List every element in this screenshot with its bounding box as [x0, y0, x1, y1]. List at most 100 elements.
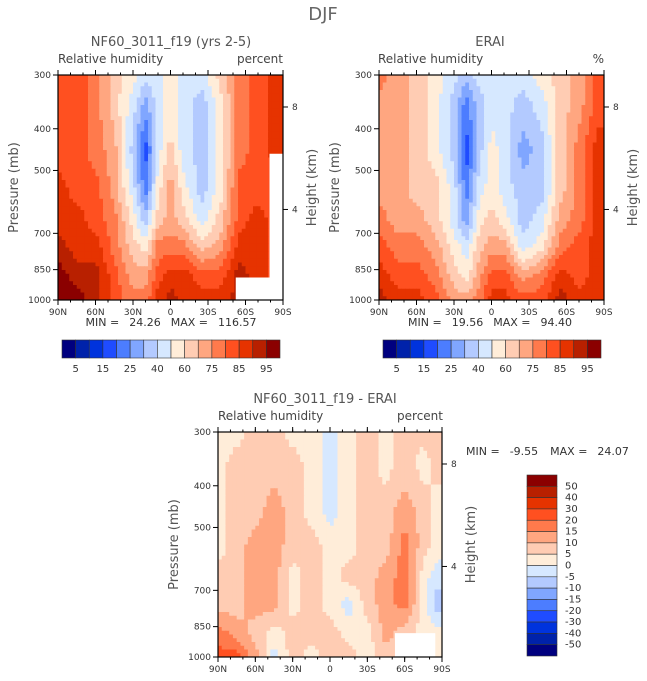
contour-cell: [181, 191, 187, 196]
contour-cell: [260, 161, 265, 166]
contour-cell: [253, 131, 258, 136]
contour-cell: [170, 281, 175, 286]
contour-cell: [200, 266, 205, 271]
contour-cell: [133, 97, 138, 102]
contour-cell: [65, 138, 70, 144]
contour-cell: [506, 123, 511, 129]
contour-cell: [271, 146, 277, 151]
contour-cell: [555, 78, 560, 84]
contour-cell: [416, 86, 421, 91]
contour-cell: [178, 157, 183, 162]
contour-cell: [409, 82, 414, 87]
contour-cell: [189, 187, 194, 192]
contour-cell: [238, 131, 243, 136]
contour-cell: [159, 210, 164, 215]
contour-cell: [596, 93, 601, 99]
contour-cell: [469, 123, 474, 129]
contour-cell: [58, 116, 63, 121]
contour-cell: [264, 157, 269, 162]
contour-cell: [58, 180, 63, 185]
contour-cell: [241, 97, 247, 102]
contour-cell: [551, 112, 556, 117]
contour-cell: [260, 183, 265, 189]
contour-cell: [114, 243, 119, 249]
contour-cell: [223, 187, 228, 192]
contour-cell: [110, 131, 115, 136]
contour-cell: [223, 240, 228, 245]
contour-cell: [84, 292, 89, 297]
contour-cell: [91, 228, 97, 234]
contour-cell: [215, 236, 220, 241]
contour-cell: [517, 93, 523, 99]
contour-cell: [99, 217, 104, 222]
contour-cell: [204, 112, 209, 117]
contour-cell: [148, 236, 153, 241]
contour-cell: [155, 90, 160, 95]
contour-cell: [151, 108, 157, 114]
contour-cell: [394, 112, 399, 117]
contour-cell: [159, 161, 164, 166]
contour-cell: [73, 210, 78, 215]
contour-cell: [80, 285, 85, 290]
contour-cell: [219, 266, 224, 271]
contour-cell: [121, 255, 127, 260]
contour-cell: [178, 105, 183, 110]
contour-cell: [200, 258, 205, 264]
contour-cell: [457, 142, 463, 147]
contour-cell: [219, 168, 224, 174]
contour-cell: [185, 281, 190, 286]
contour-cell: [110, 153, 115, 159]
contour-cell: [129, 273, 134, 279]
contour-cell: [405, 135, 410, 140]
contour-cell: [91, 108, 97, 114]
contour-cell: [226, 135, 232, 140]
contour-cell: [103, 90, 108, 95]
contour-cell: [121, 168, 127, 174]
contour-cell: [264, 270, 269, 275]
contour-cell: [129, 135, 134, 140]
contour-cell: [529, 105, 534, 110]
contour-cell: [420, 142, 425, 147]
contour-cell: [529, 93, 534, 99]
contour-cell: [193, 131, 198, 136]
contour-cell: [136, 90, 142, 95]
contour-cell: [401, 150, 406, 155]
contour-cell: [405, 112, 410, 117]
contour-cell: [61, 198, 67, 204]
contour-cell: [454, 90, 459, 95]
contour-cell: [577, 93, 583, 99]
contour-cell: [129, 187, 134, 192]
contour-cell: [80, 266, 85, 271]
contour-cell: [91, 75, 97, 80]
contour-cell: [260, 270, 265, 275]
contour-cell: [189, 180, 194, 185]
contour-cell: [379, 153, 384, 159]
contour-cell: [431, 97, 436, 102]
contour-cell: [245, 228, 250, 234]
y-tick-label: 850: [34, 266, 51, 276]
contour-cell: [148, 206, 153, 211]
contour-cell: [529, 116, 534, 121]
contour-cell: [144, 243, 149, 249]
contour-cell: [121, 146, 127, 151]
contour-cell: [544, 142, 549, 147]
contour-cell: [446, 75, 451, 80]
contour-cell: [163, 131, 168, 136]
contour-cell: [234, 112, 239, 117]
contour-cell: [99, 236, 104, 241]
contour-cell: [140, 221, 145, 226]
contour-cell: [271, 142, 277, 147]
contour-cell: [155, 232, 160, 237]
contour-cell: [241, 225, 247, 230]
contour-cell: [256, 195, 262, 200]
contour-cell: [61, 150, 67, 155]
contour-cell: [125, 228, 130, 234]
contour-cell: [204, 228, 209, 234]
contour-cell: [181, 172, 187, 177]
contour-cell: [159, 273, 164, 279]
contour-cell: [80, 262, 85, 267]
contour-cell: [223, 273, 228, 279]
contour-cell: [103, 198, 108, 204]
contour-cell: [84, 120, 89, 125]
contour-cell: [129, 131, 134, 136]
